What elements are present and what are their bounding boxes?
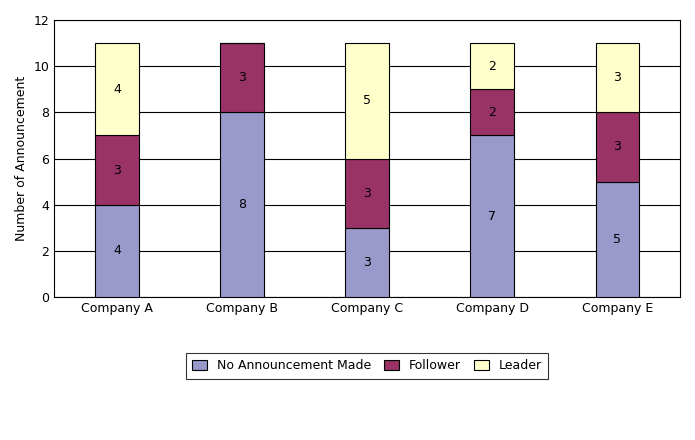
Bar — [345, 43, 389, 158]
Bar — [471, 43, 514, 89]
Text: 5: 5 — [614, 233, 621, 246]
Text: 3: 3 — [238, 71, 246, 84]
Text: 3: 3 — [113, 164, 121, 176]
Text: 7: 7 — [489, 210, 496, 223]
Text: 3: 3 — [363, 187, 371, 200]
Text: 4: 4 — [113, 83, 121, 96]
Bar — [95, 205, 139, 297]
Legend: No Announcement Made, Follower, Leader: No Announcement Made, Follower, Leader — [186, 353, 548, 379]
Bar — [220, 112, 264, 297]
Bar — [220, 43, 264, 112]
Bar — [345, 158, 389, 228]
Bar — [596, 182, 639, 297]
Bar — [471, 89, 514, 136]
Bar — [95, 136, 139, 205]
Bar — [596, 43, 639, 112]
Text: 3: 3 — [363, 256, 371, 269]
Text: 4: 4 — [113, 244, 121, 257]
Text: 3: 3 — [614, 71, 621, 84]
Text: 8: 8 — [238, 198, 246, 211]
Text: 2: 2 — [489, 60, 496, 73]
Y-axis label: Number of Announcement: Number of Announcement — [15, 76, 28, 241]
Text: 2: 2 — [489, 106, 496, 119]
Bar — [95, 43, 139, 136]
Text: 5: 5 — [363, 94, 371, 107]
Text: 3: 3 — [614, 140, 621, 154]
Bar — [471, 136, 514, 297]
Bar — [596, 112, 639, 182]
Bar — [345, 228, 389, 297]
